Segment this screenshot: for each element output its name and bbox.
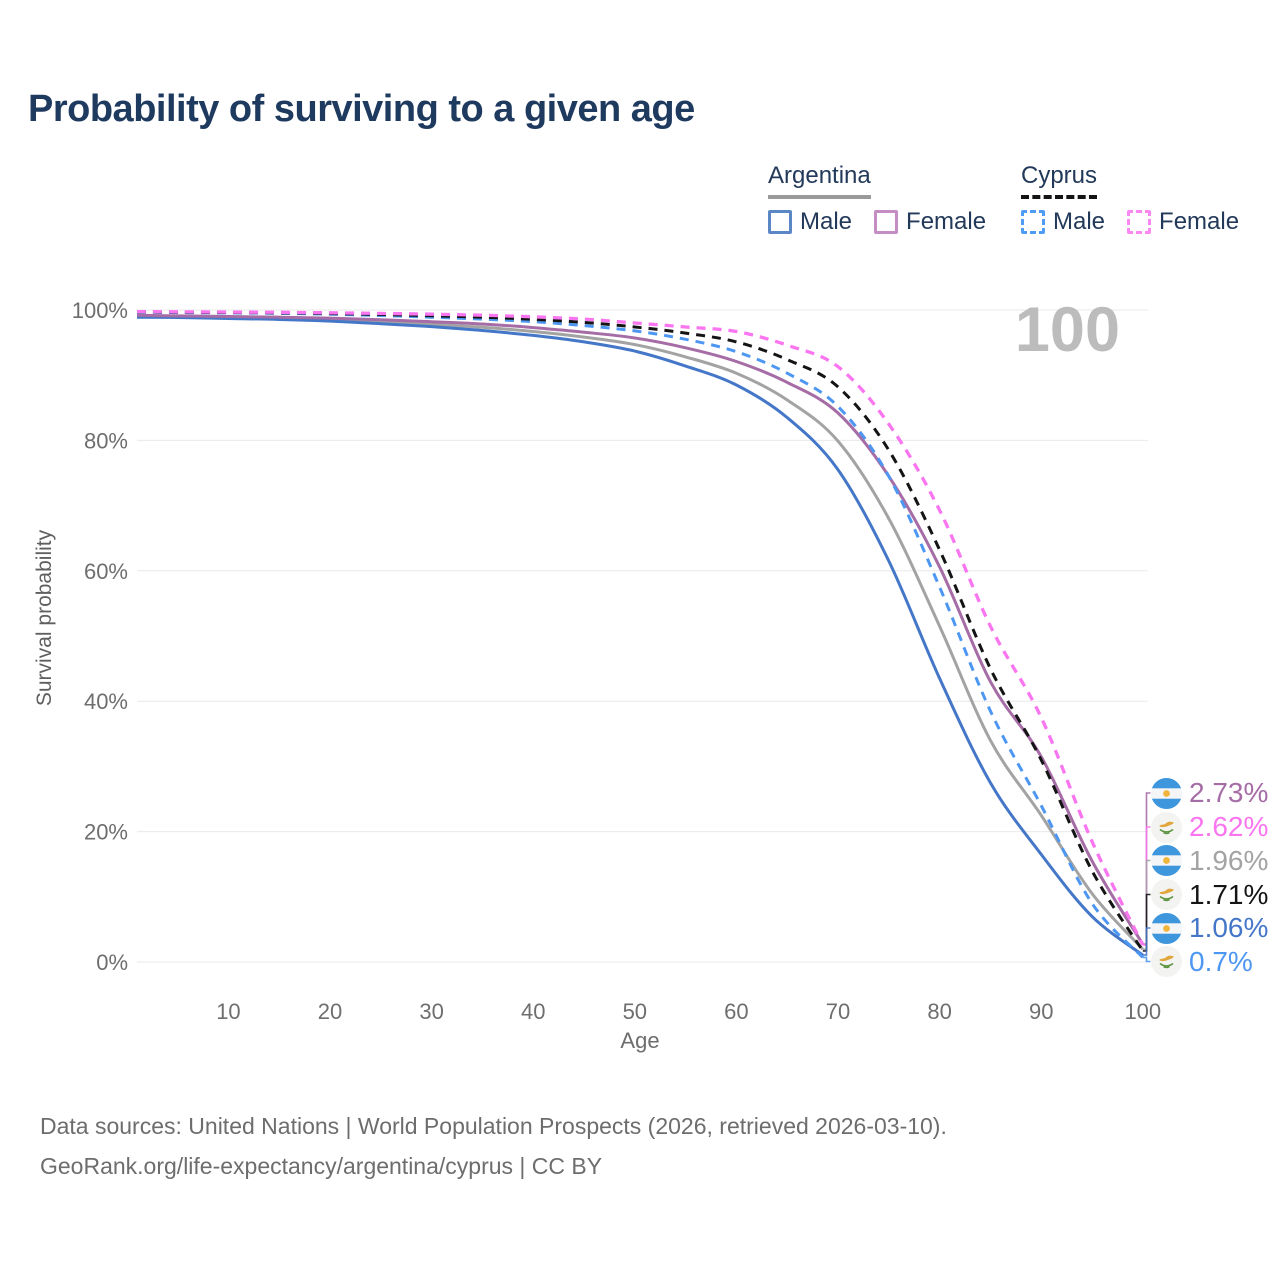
legend-label-cyprus-male: Male (1053, 208, 1106, 235)
page-title: Probability of surviving to a given age (28, 88, 695, 130)
footer-data-sources: Data sources: United Nations | World Pop… (40, 1113, 947, 1139)
legend-swatch-cyprus-male[interactable] (1021, 210, 1045, 234)
legend-swatch-argentina-male[interactable] (768, 210, 792, 234)
y-tick-label: 0% (96, 950, 128, 975)
x-tick-label: 100 (1124, 999, 1161, 1024)
x-tick-label: 60 (724, 999, 748, 1024)
line-argentina-total (136, 314, 1144, 951)
legend-country-argentina: Argentina (768, 162, 871, 199)
x-tick-label: 70 (826, 999, 850, 1024)
y-axis-title: Survival probability (33, 529, 56, 707)
line-cyprus-female (136, 309, 1145, 946)
legend-country-cyprus: Cyprus (1021, 162, 1098, 199)
legend-group-cyprus: Cyprus Male Female (1021, 162, 1239, 236)
x-tick-label: 90 (1029, 999, 1053, 1024)
line-cyprus-male (136, 310, 1144, 959)
line-argentina-male (136, 315, 1144, 957)
age-counter: 100 (1014, 295, 1120, 365)
y-tick-label: 100% (72, 298, 128, 323)
y-tick-label: 20% (84, 820, 128, 845)
y-tick-label: 80% (84, 428, 128, 453)
y-tick-label: 40% (84, 689, 128, 714)
x-axis-title: Age (620, 1028, 660, 1053)
end-label-connector-cyprus-total (1142, 893, 1151, 952)
y-tick-label: 60% (84, 559, 128, 584)
footer-attribution: GeoRank.org/life-expectancy/argentina/cy… (40, 1153, 603, 1179)
legend-group-argentina: Argentina Male Female (768, 162, 986, 236)
legend-item-cyprus-female[interactable]: Female (1127, 208, 1239, 236)
legend-label-cyprus-female: Female (1159, 208, 1240, 235)
x-tick-label: 30 (419, 999, 443, 1024)
end-label-connector-cyprus-male (1142, 956, 1151, 963)
legend-label-argentina-male: Male (800, 208, 853, 235)
legend-item-argentina-female[interactable]: Female (874, 208, 986, 236)
x-tick-label: 10 (216, 999, 240, 1024)
legend-item-argentina-male[interactable]: Male (768, 208, 852, 236)
legend-label-argentina-female: Female (906, 208, 987, 235)
end-label-connector-argentina-male (1142, 927, 1151, 956)
legend-item-cyprus-male[interactable]: Male (1021, 208, 1105, 236)
x-tick-label: 40 (521, 999, 545, 1024)
x-tick-label: 50 (623, 999, 647, 1024)
legend-swatch-argentina-female[interactable] (874, 210, 899, 234)
footer: Data sources: United Nations | World Pop… (40, 1106, 947, 1186)
line-cyprus-total (136, 310, 1145, 952)
x-tick-label: 80 (927, 999, 951, 1024)
line-argentina-female (136, 313, 1145, 945)
legend-swatch-cyprus-female[interactable] (1127, 210, 1152, 234)
x-tick-label: 20 (318, 999, 342, 1024)
